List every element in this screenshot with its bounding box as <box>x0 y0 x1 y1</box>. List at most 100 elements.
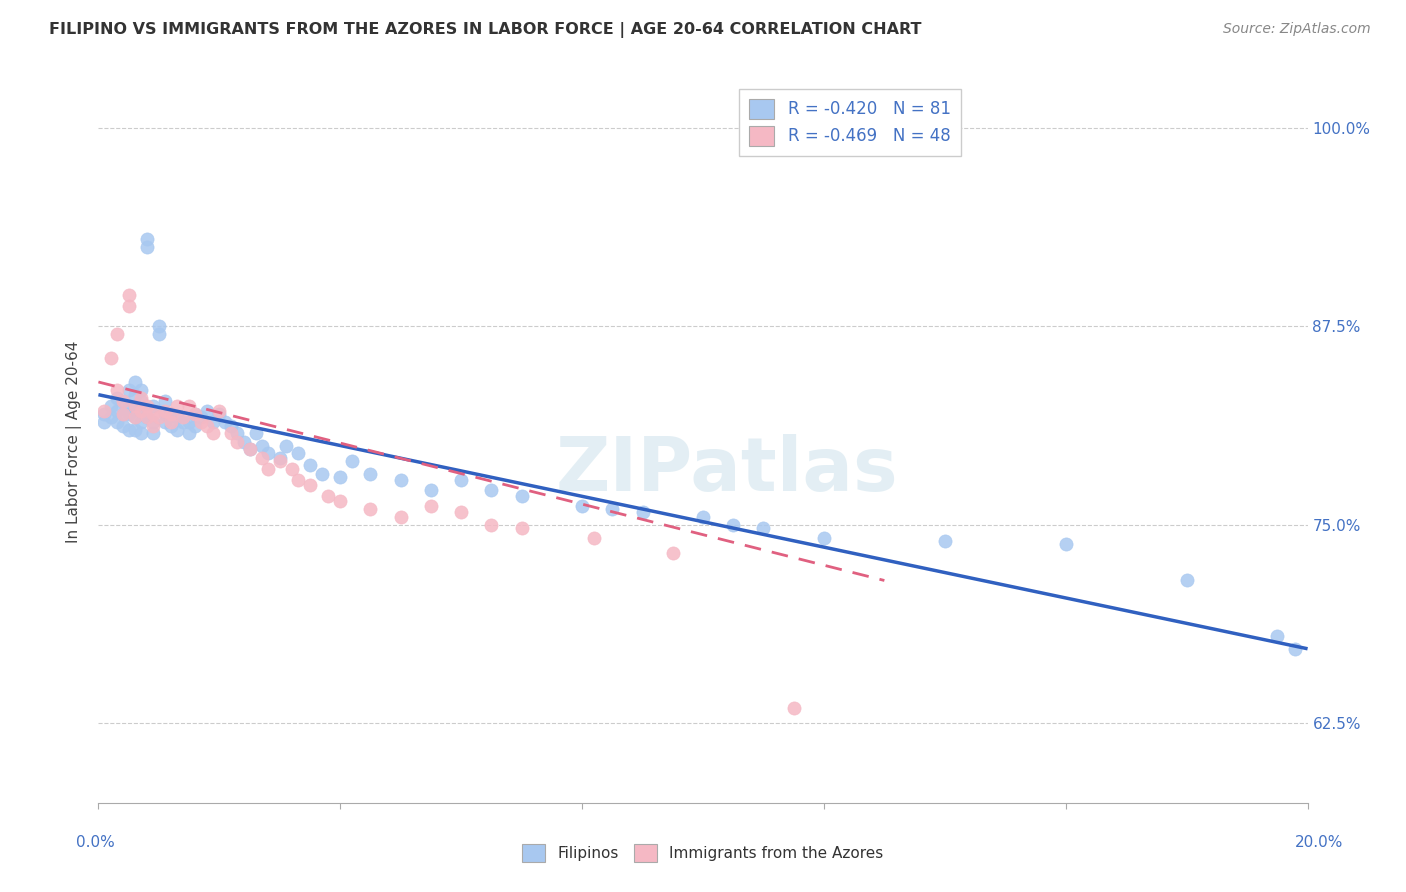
Point <box>692 510 714 524</box>
Point <box>342 454 364 468</box>
Point <box>153 407 176 421</box>
Point <box>281 462 304 476</box>
Point <box>124 409 146 424</box>
Point <box>148 327 170 342</box>
Text: Source: ZipAtlas.com: Source: ZipAtlas.com <box>1223 22 1371 37</box>
Point <box>571 499 593 513</box>
Point <box>160 419 183 434</box>
Point <box>148 409 170 424</box>
Point <box>172 409 194 424</box>
Point <box>124 423 146 437</box>
Legend: R = -0.420   N = 81, R = -0.469   N = 48: R = -0.420 N = 81, R = -0.469 N = 48 <box>740 88 960 156</box>
Point <box>232 435 254 450</box>
Point <box>105 391 128 405</box>
Point <box>287 474 309 488</box>
Point <box>111 419 134 434</box>
Point <box>420 483 443 497</box>
Point <box>166 399 188 413</box>
Point <box>221 425 243 440</box>
Text: 0.0%: 0.0% <box>76 836 115 850</box>
Point <box>124 399 146 413</box>
Point <box>160 415 183 429</box>
Point <box>510 521 533 535</box>
Point <box>93 415 115 429</box>
Point <box>172 415 194 429</box>
Point <box>214 415 236 429</box>
Point <box>129 425 152 440</box>
Point <box>245 425 267 440</box>
Point <box>450 474 472 488</box>
Point <box>166 423 188 437</box>
Point <box>118 287 141 301</box>
Point <box>250 451 273 466</box>
Point <box>105 383 128 397</box>
Point <box>208 407 231 421</box>
Point <box>450 505 472 519</box>
Point <box>481 483 503 497</box>
Point <box>221 419 243 434</box>
Point <box>184 419 207 434</box>
Point <box>316 489 339 503</box>
Point <box>142 415 165 429</box>
Point <box>93 407 115 421</box>
Point <box>135 399 157 413</box>
Point <box>311 467 333 481</box>
Point <box>111 394 134 409</box>
Point <box>142 425 165 440</box>
Text: ZIPatlas: ZIPatlas <box>555 434 898 507</box>
Point <box>135 409 157 424</box>
Y-axis label: In Labor Force | Age 20-64: In Labor Force | Age 20-64 <box>66 341 83 542</box>
Point <box>239 442 262 456</box>
Point <box>129 391 152 405</box>
Point <box>360 502 382 516</box>
Point <box>129 403 152 417</box>
Point <box>124 375 146 389</box>
Point <box>510 489 533 503</box>
Point <box>239 442 262 456</box>
Point <box>142 419 165 434</box>
Point <box>135 240 157 254</box>
Point <box>118 383 141 397</box>
Point <box>481 517 503 532</box>
Point <box>111 407 134 421</box>
Point <box>124 387 146 401</box>
Point <box>118 299 141 313</box>
Point <box>661 547 683 561</box>
Point <box>129 394 152 409</box>
Point <box>226 425 249 440</box>
Point <box>105 327 128 342</box>
Point <box>389 474 412 488</box>
Point <box>142 407 165 421</box>
Point <box>135 409 157 424</box>
Point <box>160 407 183 421</box>
Legend: Filipinos, Immigrants from the Azores: Filipinos, Immigrants from the Azores <box>516 838 890 868</box>
Point <box>129 415 152 429</box>
Point <box>269 454 291 468</box>
Point <box>934 533 956 548</box>
Point <box>202 415 225 429</box>
Point <box>93 403 115 417</box>
Point <box>299 458 322 472</box>
Point <box>111 407 134 421</box>
Point <box>118 407 141 421</box>
Point <box>1054 537 1077 551</box>
Point <box>142 399 165 413</box>
Point <box>226 435 249 450</box>
Point <box>1284 641 1306 656</box>
Point <box>752 521 775 535</box>
Point <box>256 462 278 476</box>
Point <box>256 446 278 460</box>
Point <box>583 531 606 545</box>
Point <box>195 403 218 417</box>
Text: FILIPINO VS IMMIGRANTS FROM THE AZORES IN LABOR FORCE | AGE 20-64 CORRELATION CH: FILIPINO VS IMMIGRANTS FROM THE AZORES I… <box>49 22 922 38</box>
Point <box>602 502 624 516</box>
Point <box>118 399 141 413</box>
Point <box>124 399 146 413</box>
Point <box>111 394 134 409</box>
Point <box>100 399 122 413</box>
Point <box>1175 574 1198 588</box>
Point <box>631 505 654 519</box>
Point <box>184 407 207 421</box>
Point <box>179 415 201 429</box>
Point <box>190 415 212 429</box>
